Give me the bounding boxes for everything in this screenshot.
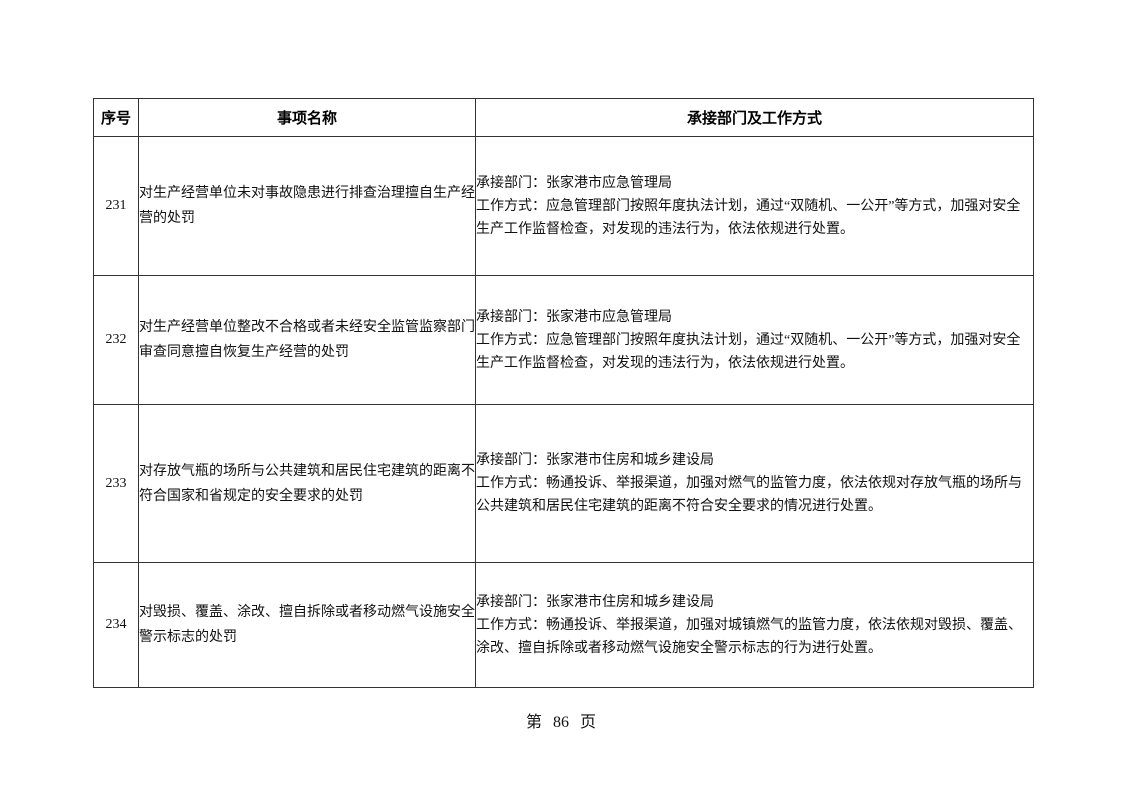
item-name: 对毁损、覆盖、涂改、擅自拆除或者移动燃气设施安全警示标志的处罚 (138, 562, 476, 688)
item-name: 对存放气瓶的场所与公共建筑和居民住宅建筑的距离不符合国家和省规定的安全要求的处罚 (138, 404, 476, 563)
work-method-line: 工作方式：畅通投诉、举报渠道，加强对城镇燃气的监管力度，依法依规对毁损、覆盖、涂… (476, 617, 1022, 656)
department-line: 承接部门：张家港市住房和城乡建设局 (476, 594, 714, 610)
table-row: 231 对生产经营单位未对事故隐患进行排查治理擅自生产经营的处罚 承接部门：张家… (93, 136, 1034, 276)
header-department-and-method: 承接部门及工作方式 (475, 98, 1034, 137)
department-and-method-cell: 承接部门：张家港市应急管理局 工作方式：应急管理部门按照年度执法计划，通过“双随… (475, 275, 1034, 405)
table-row: 233 对存放气瓶的场所与公共建筑和居民住宅建筑的距离不符合国家和省规定的安全要… (93, 404, 1034, 563)
work-method-line: 工作方式：应急管理部门按照年度执法计划，通过“双随机、一公开”等方式，加强对安全… (476, 198, 1021, 237)
table-header-row: 序号 事项名称 承接部门及工作方式 (93, 98, 1034, 137)
table-row: 232 对生产经营单位整改不合格或者未经安全监管监察部门审查同意擅自恢复生产经营… (93, 275, 1034, 405)
department-and-method-cell: 承接部门：张家港市住房和城乡建设局 工作方式：畅通投诉、举报渠道，加强对城镇燃气… (475, 562, 1034, 688)
department-line: 承接部门：张家港市应急管理局 (476, 309, 672, 325)
row-serial-number: 231 (93, 136, 139, 276)
department-and-method-cell: 承接部门：张家港市住房和城乡建设局 工作方式：畅通投诉、举报渠道，加强对燃气的监… (475, 404, 1034, 563)
header-serial-number: 序号 (93, 98, 139, 137)
row-serial-number: 232 (93, 275, 139, 405)
department-and-method-cell: 承接部门：张家港市应急管理局 工作方式：应急管理部门按照年度执法计划，通过“双随… (475, 136, 1034, 276)
work-method-line: 工作方式：应急管理部门按照年度执法计划，通过“双随机、一公开”等方式，加强对安全… (476, 332, 1021, 371)
row-serial-number: 234 (93, 562, 139, 688)
item-name: 对生产经营单位整改不合格或者未经安全监管监察部门审查同意擅自恢复生产经营的处罚 (138, 275, 476, 405)
work-method-line: 工作方式：畅通投诉、举报渠道，加强对燃气的监管力度，依法依规对存放气瓶的场所与公… (476, 476, 1022, 514)
row-serial-number: 233 (93, 404, 139, 563)
penalty-items-table: 序号 事项名称 承接部门及工作方式 231 对生产经营单位未对事故隐患进行排查治… (93, 98, 1034, 688)
table-row: 234 对毁损、覆盖、涂改、擅自拆除或者移动燃气设施安全警示标志的处罚 承接部门… (93, 562, 1034, 688)
page-number: 第 86 页 (525, 714, 596, 731)
department-line: 承接部门：张家港市住房和城乡建设局 (476, 453, 714, 468)
department-line: 承接部门：张家港市应急管理局 (476, 175, 672, 191)
header-item-name: 事项名称 (138, 98, 476, 137)
item-name: 对生产经营单位未对事故隐患进行排查治理擅自生产经营的处罚 (138, 136, 476, 276)
